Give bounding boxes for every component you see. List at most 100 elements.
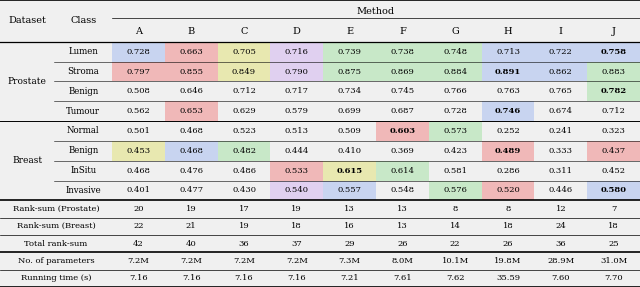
- Text: Lumen: Lumen: [68, 47, 98, 56]
- Text: 7: 7: [611, 205, 616, 213]
- Text: 0.849: 0.849: [232, 67, 256, 75]
- Text: 7.3M: 7.3M: [339, 257, 360, 265]
- Bar: [376, 121, 429, 141]
- Text: A: A: [135, 28, 142, 36]
- Text: 7.16: 7.16: [129, 274, 148, 282]
- Text: 7.70: 7.70: [604, 274, 623, 282]
- Bar: [482, 42, 534, 62]
- Bar: [112, 141, 165, 161]
- Text: 26: 26: [503, 240, 513, 248]
- Text: 20: 20: [133, 205, 143, 213]
- Text: 0.446: 0.446: [548, 187, 573, 194]
- Text: Class: Class: [70, 16, 97, 26]
- Text: 0.646: 0.646: [179, 87, 203, 95]
- Text: 40: 40: [186, 240, 196, 248]
- Text: 7.60: 7.60: [552, 274, 570, 282]
- Bar: [588, 181, 640, 200]
- Text: Breast: Breast: [12, 156, 42, 165]
- Text: 0.468: 0.468: [127, 167, 150, 174]
- Text: 0.333: 0.333: [549, 147, 573, 155]
- Text: 0.763: 0.763: [496, 87, 520, 95]
- Text: 12: 12: [556, 205, 566, 213]
- Bar: [218, 62, 271, 82]
- Text: 13: 13: [397, 205, 408, 213]
- Text: 0.311: 0.311: [549, 167, 573, 174]
- Text: G: G: [451, 28, 459, 36]
- Bar: [165, 141, 218, 161]
- Text: 0.477: 0.477: [179, 187, 204, 194]
- Text: No. of parameters: No. of parameters: [18, 257, 94, 265]
- Bar: [112, 42, 165, 62]
- Text: I: I: [559, 28, 563, 36]
- Bar: [323, 181, 376, 200]
- Text: 0.581: 0.581: [444, 167, 467, 174]
- Bar: [429, 121, 482, 141]
- Bar: [271, 161, 323, 181]
- Text: 0.489: 0.489: [495, 147, 521, 155]
- Text: 0.705: 0.705: [232, 48, 256, 56]
- Text: 0.557: 0.557: [338, 187, 362, 194]
- Text: E: E: [346, 28, 353, 36]
- Text: 0.286: 0.286: [496, 167, 520, 174]
- Text: D: D: [293, 28, 301, 36]
- Bar: [376, 161, 429, 181]
- Text: Dataset: Dataset: [8, 16, 46, 26]
- Text: 13: 13: [344, 205, 355, 213]
- Text: 0.699: 0.699: [338, 107, 362, 115]
- Bar: [588, 42, 640, 62]
- Bar: [323, 42, 376, 62]
- Text: 42: 42: [133, 240, 144, 248]
- Text: 0.766: 0.766: [444, 87, 467, 95]
- Text: 7.16: 7.16: [182, 274, 200, 282]
- Text: 0.739: 0.739: [338, 48, 362, 56]
- Text: 0.520: 0.520: [496, 187, 520, 194]
- Text: 0.687: 0.687: [390, 107, 414, 115]
- Bar: [376, 42, 429, 62]
- Text: 0.437: 0.437: [602, 147, 626, 155]
- Text: 0.653: 0.653: [179, 107, 203, 115]
- Text: B: B: [188, 28, 195, 36]
- Text: 0.423: 0.423: [444, 147, 467, 155]
- Text: 0.452: 0.452: [602, 167, 626, 174]
- Text: 36: 36: [239, 240, 250, 248]
- Text: 19: 19: [291, 205, 302, 213]
- Text: Benign: Benign: [68, 87, 99, 96]
- Text: 7.16: 7.16: [287, 274, 306, 282]
- Text: 18: 18: [608, 222, 619, 230]
- Text: 0.486: 0.486: [232, 167, 256, 174]
- Text: 0.603: 0.603: [389, 127, 415, 135]
- Text: 0.629: 0.629: [232, 107, 256, 115]
- Text: 0.523: 0.523: [232, 127, 256, 135]
- Text: 22: 22: [133, 222, 143, 230]
- Text: 0.369: 0.369: [390, 147, 414, 155]
- Text: 0.728: 0.728: [444, 107, 467, 115]
- Text: 0.444: 0.444: [285, 147, 309, 155]
- Text: 10.1M: 10.1M: [442, 257, 469, 265]
- Text: Method: Method: [357, 7, 395, 15]
- Text: H: H: [504, 28, 512, 36]
- Text: 0.674: 0.674: [549, 107, 573, 115]
- Text: 13: 13: [397, 222, 408, 230]
- Text: 0.765: 0.765: [549, 87, 573, 95]
- Text: 0.734: 0.734: [337, 87, 362, 95]
- Text: 0.579: 0.579: [285, 107, 309, 115]
- Bar: [271, 42, 323, 62]
- Text: 0.862: 0.862: [549, 67, 573, 75]
- Text: 0.453: 0.453: [126, 147, 150, 155]
- Text: 0.509: 0.509: [338, 127, 362, 135]
- Bar: [323, 62, 376, 82]
- Text: 0.614: 0.614: [390, 167, 415, 174]
- Text: 28.9M: 28.9M: [547, 257, 575, 265]
- Text: 0.712: 0.712: [232, 87, 256, 95]
- Bar: [482, 141, 534, 161]
- Text: 36: 36: [556, 240, 566, 248]
- Text: 0.430: 0.430: [232, 187, 256, 194]
- Text: J: J: [612, 28, 616, 36]
- Text: 22: 22: [450, 240, 460, 248]
- Text: 0.323: 0.323: [602, 127, 625, 135]
- Text: 0.728: 0.728: [127, 48, 150, 56]
- Text: Invasive: Invasive: [65, 186, 101, 195]
- Bar: [165, 42, 218, 62]
- Bar: [323, 161, 376, 181]
- Text: Prostate: Prostate: [8, 77, 47, 86]
